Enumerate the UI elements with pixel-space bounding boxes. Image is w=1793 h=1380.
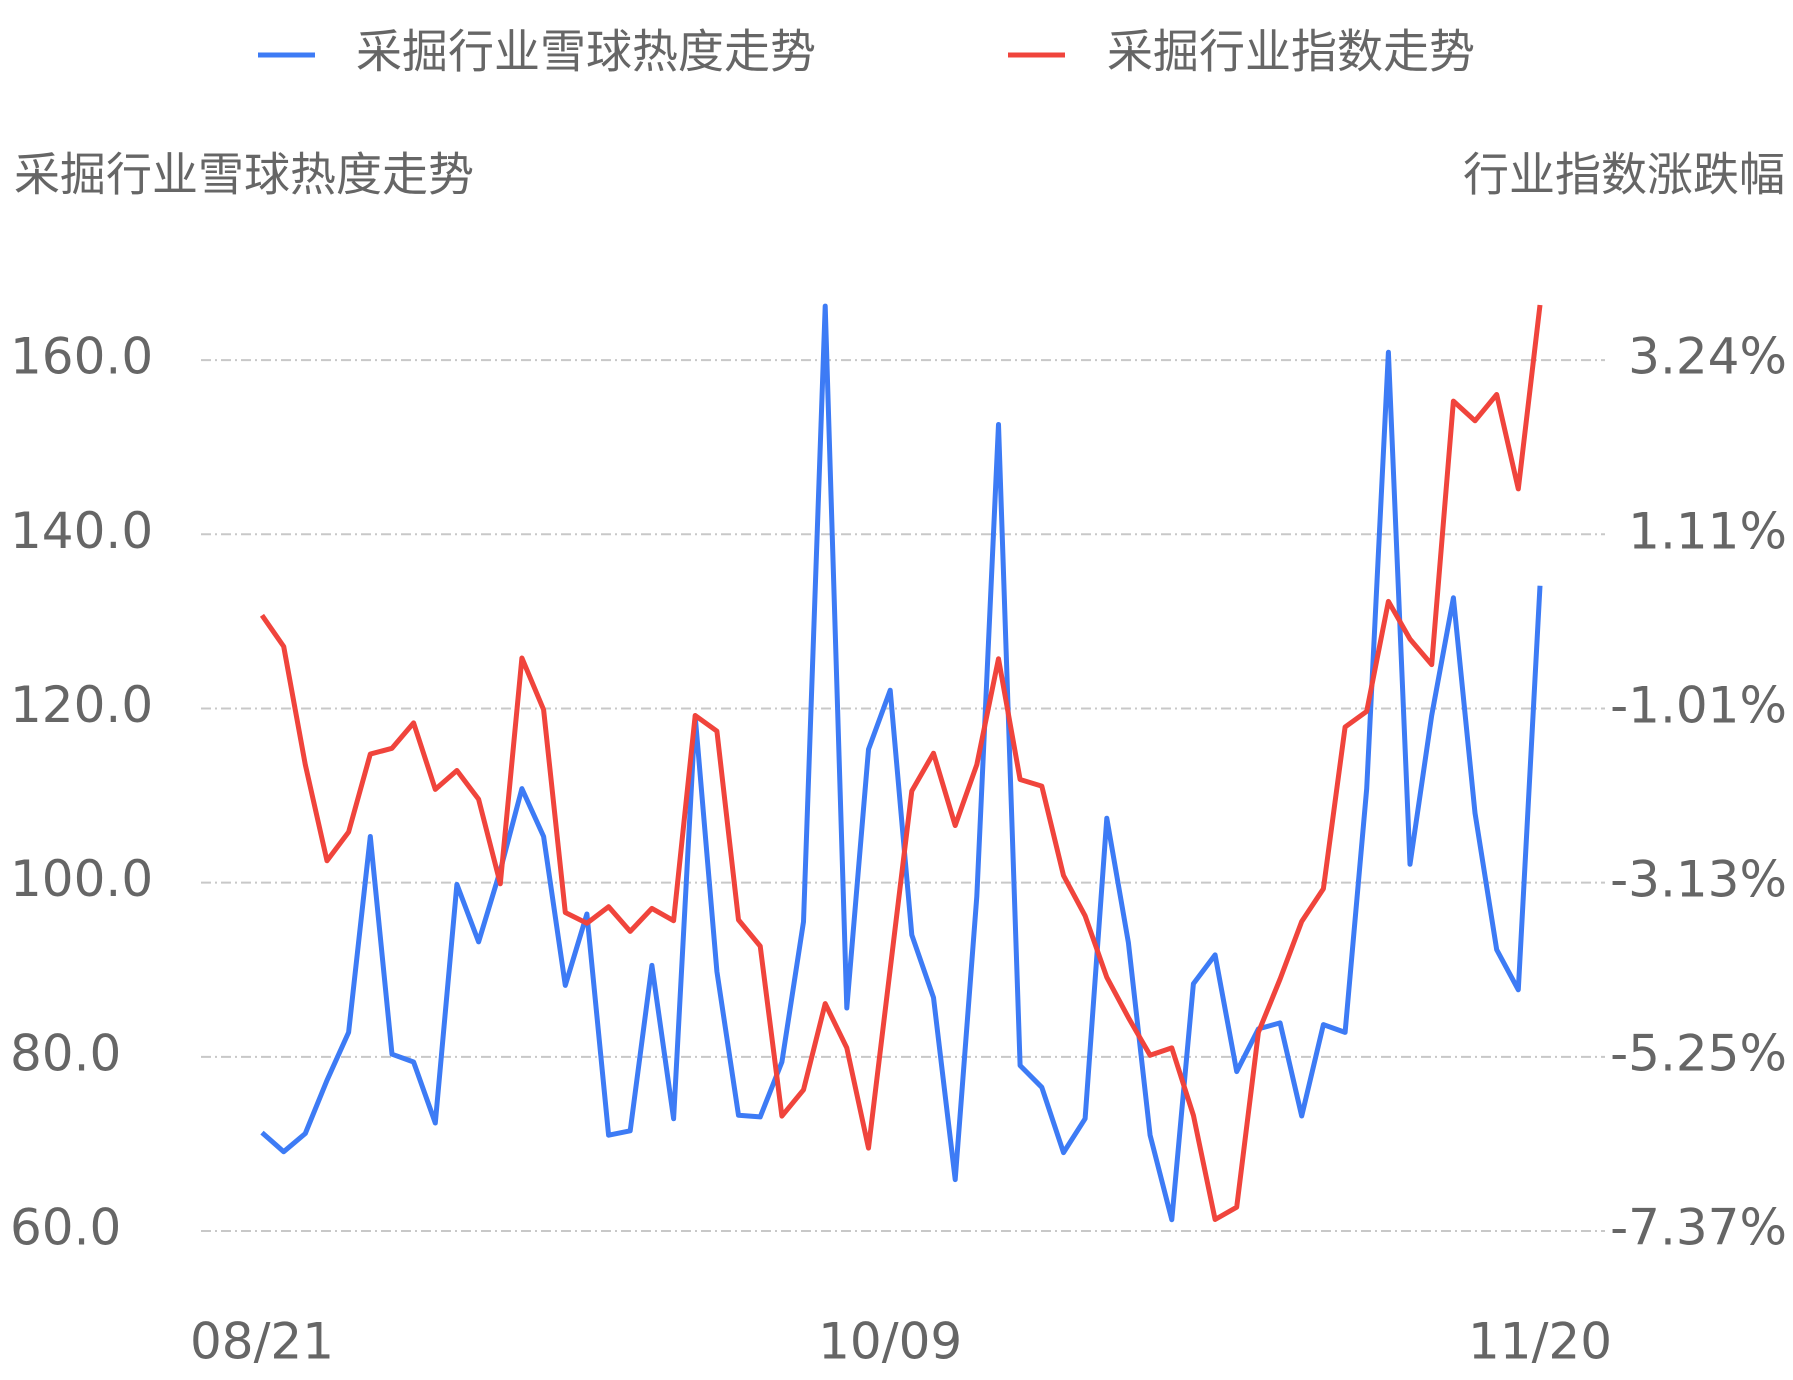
series-line: [260, 303, 1543, 1223]
y2-tick-label: -5.25%: [1610, 1024, 1787, 1082]
series-line: [259, 304, 1543, 1222]
y2-tick-label: -1.01%: [1610, 676, 1787, 734]
y-tick-label: 120.0: [10, 676, 153, 734]
y-tick-label: 140.0: [10, 502, 153, 560]
y-tick-label: 100.0: [10, 850, 153, 908]
y2-tick-label: -7.37%: [1610, 1199, 1787, 1257]
y-tick-label: 80.0: [10, 1024, 121, 1082]
y-axis-title: 采掘行业雪球热度走势: [14, 148, 474, 202]
x-tick-label: 10/09: [818, 1313, 962, 1371]
y2-tick-label: 3.24%: [1628, 328, 1787, 386]
y-tick-label: 160.0: [10, 328, 153, 386]
x-tick-label: 11/20: [1468, 1313, 1612, 1371]
y2-tick-label: 1.11%: [1628, 502, 1787, 560]
legend-label: 采掘行业指数走势: [1107, 25, 1475, 79]
y2-tick-label: -3.13%: [1610, 850, 1787, 908]
y2-axis-title: 行业指数涨跌幅: [1463, 148, 1785, 202]
y-tick-label: 60.0: [10, 1199, 121, 1257]
x-tick-label: 08/21: [190, 1313, 334, 1371]
legend-label: 采掘行业雪球热度走势: [356, 25, 816, 79]
